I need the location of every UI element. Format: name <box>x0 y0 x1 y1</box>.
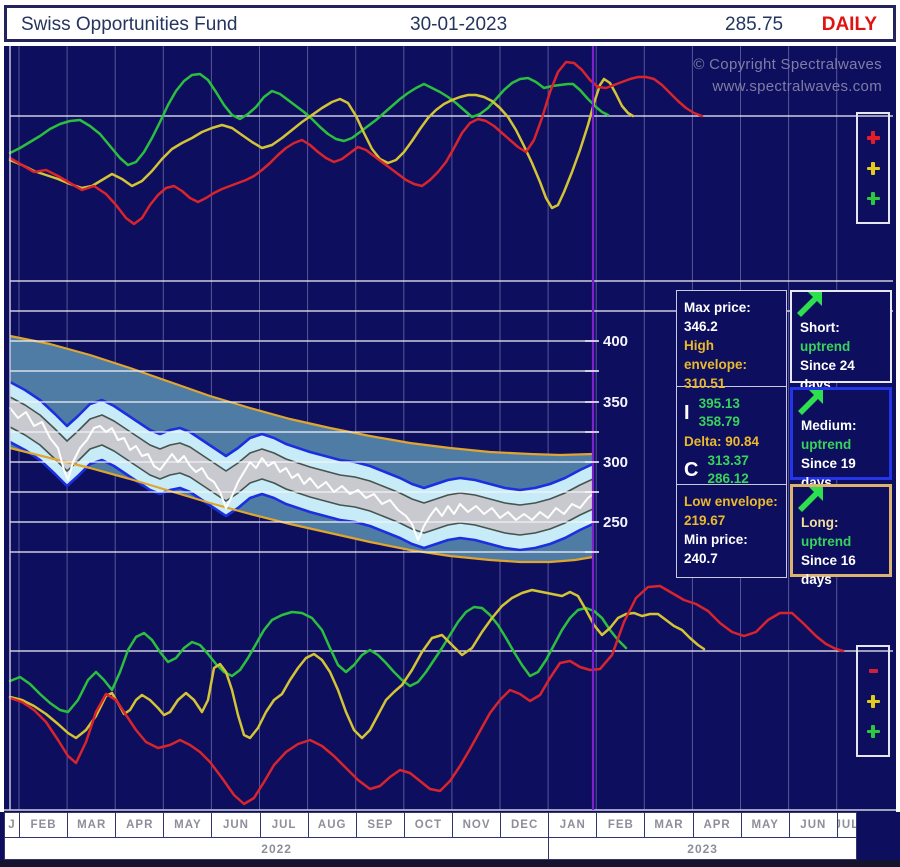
delta-label: Delta: <box>684 434 722 449</box>
year-cell: 2022 <box>4 838 549 860</box>
impulse-letter: I <box>684 401 690 424</box>
month-cell: DEC <box>500 812 549 838</box>
i-value-1: 395.13 <box>698 396 740 411</box>
month-cell: APR <box>692 812 741 838</box>
bottom-green-line <box>8 605 628 714</box>
high-envelope-label: High envelope: <box>684 338 748 372</box>
trend-box-medium: Medium: uptrend Since 19 days <box>790 387 892 490</box>
trend-short-label: Short: <box>800 320 840 335</box>
month-cell: JUL <box>259 812 308 838</box>
month-cell: AUG <box>307 812 356 838</box>
month-cell: OCT <box>403 812 452 838</box>
copyright-line1: © Copyright Spectralwaves <box>693 56 882 73</box>
month-cell: JUL <box>836 812 857 838</box>
correction-row: C 313.37 286.12 <box>684 452 779 488</box>
delta-row: Delta: 90.84 <box>684 432 779 451</box>
years-row: 2022 2023 <box>4 838 857 860</box>
trend-long-label: Long: <box>801 515 839 530</box>
delta-value: 90.84 <box>725 434 760 449</box>
copyright-line2: www.spectralwaves.com <box>712 78 882 95</box>
info-section-envelope-low: Low envelope: 219.67 Min price: 240.7 <box>677 485 786 577</box>
plus-button[interactable] <box>866 694 880 708</box>
uptrend-arrow <box>797 292 822 317</box>
uptrend-arrow <box>798 390 823 415</box>
months-row: J FEB MAR APR MAY JUN JUL AUG SEP OCT NOV DEC JAN FEB… <box>4 812 857 838</box>
price-line <box>9 407 594 541</box>
timeline: J FEB MAR APR MAY JUN JUL AUG SEP OCT NOV DEC JAN FEB… <box>4 812 857 860</box>
month-cell: JUN <box>211 812 260 838</box>
plus-button[interactable] <box>866 131 880 145</box>
trend-box-long: Long: uptrend Since 16 days <box>790 484 892 587</box>
impulse-row: I 395.13 358.79 <box>684 395 779 431</box>
envelope-bands <box>9 334 594 564</box>
month-cell: MAR <box>67 812 116 838</box>
month-cell: MAY <box>163 812 212 838</box>
minus-button[interactable] <box>867 664 880 677</box>
trend-long-since: Since 16 days <box>801 553 856 587</box>
high-envelope-value: 310.51 <box>684 376 726 391</box>
price-axis: 400 350 300 250 <box>585 333 628 553</box>
info-section-impulse-correction: I 395.13 358.79 Delta: 90.84 C 313.37 28… <box>677 387 786 488</box>
chart-date: 30-01-2023 <box>410 14 508 35</box>
bottom-red-line <box>8 584 845 806</box>
chart-svg: 400 350 300 250 <box>4 46 896 811</box>
month-cell: J <box>4 812 19 838</box>
info-section-envelope-high: Max price: 346.2 High envelope: 310.51 <box>677 291 786 391</box>
year-cell: 2023 <box>548 838 857 860</box>
info-panel: Max price: 346.2 High envelope: 310.51 I… <box>676 290 787 578</box>
c-value-1: 313.37 <box>707 453 749 468</box>
i-value-2: 358.79 <box>698 414 740 429</box>
month-cell: MAY <box>740 812 789 838</box>
plot-frame <box>4 46 896 811</box>
bottom-edge <box>0 860 900 867</box>
trend-medium-label: Medium: <box>801 418 857 433</box>
copyright: © Copyright Spectralwaves www.spectralwa… <box>693 54 882 98</box>
month-cell: SEP <box>355 812 404 838</box>
top-yellow-line <box>8 77 635 210</box>
y-axis-label: 250 <box>603 514 628 531</box>
title-bar: Swiss Opportunities Fund 30-01-2023 285.… <box>4 5 896 42</box>
trend-box-short: Short: uptrend Since 24 days <box>790 290 892 392</box>
correction-letter: C <box>684 458 699 481</box>
overlay-buttons-top <box>856 112 890 224</box>
trend-short-state: uptrend <box>800 339 851 354</box>
month-cell: FEB <box>596 812 645 838</box>
min-price-value: 240.7 <box>684 551 718 566</box>
plus-button[interactable] <box>866 191 880 205</box>
fund-title: Swiss Opportunities Fund <box>21 14 238 35</box>
bottom-yellow-line <box>8 588 706 740</box>
time-axis: J FEB MAR APR MAY JUN JUL AUG SEP OCT NOV DEC JAN FEB… <box>0 812 900 860</box>
month-cell: APR <box>115 812 164 838</box>
trend-long-state: uptrend <box>801 534 852 549</box>
month-cell: JUN <box>788 812 837 838</box>
timeframe-daily[interactable]: DAILY <box>821 14 877 35</box>
month-cell: NOV <box>451 812 501 838</box>
trend-medium-state: uptrend <box>801 437 852 452</box>
month-cell: FEB <box>19 812 68 838</box>
plus-button[interactable] <box>866 724 880 738</box>
y-axis-label: 350 <box>603 394 628 411</box>
c-value-2: 286.12 <box>707 471 749 486</box>
last-price: 285.75 <box>725 14 784 35</box>
plus-button[interactable] <box>866 161 880 175</box>
low-envelope-value: 219.67 <box>684 513 726 528</box>
y-axis-label: 300 <box>603 454 628 471</box>
month-cell: JAN <box>548 812 597 838</box>
max-price-value: 346.2 <box>684 319 718 334</box>
y-axis-label: 400 <box>603 333 628 350</box>
low-envelope-label: Low envelope: <box>684 494 778 509</box>
chart-area: 400 350 300 250 © Copyright Spectralwaves w… <box>4 46 896 812</box>
max-price-label: Max price: <box>684 300 751 315</box>
uptrend-arrow <box>798 487 823 512</box>
top-green-line <box>8 72 610 167</box>
min-price-label: Min price: <box>684 532 748 547</box>
month-cell: MAR <box>644 812 693 838</box>
overlay-buttons-bottom <box>856 645 890 757</box>
